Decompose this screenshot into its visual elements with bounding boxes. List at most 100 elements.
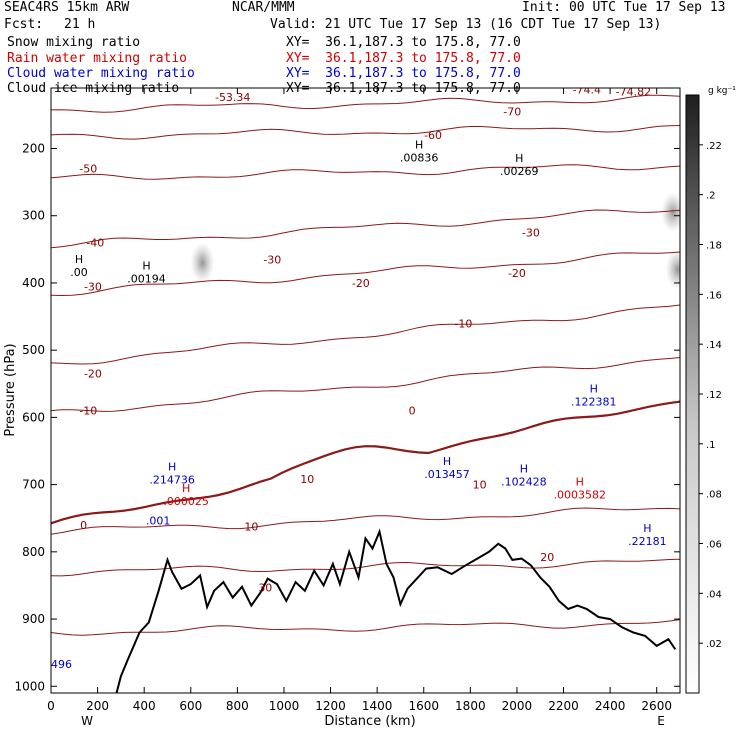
field-name-snow: Snow mixing ratio [7, 35, 141, 50]
isotherm-20 [51, 558, 680, 577]
colorbar-tick-label-9: .2 [706, 191, 716, 202]
y-tick-label-500: 500 [22, 343, 45, 357]
init-time: Init: 00 UTC Tue 17 Sep 13 [522, 0, 726, 15]
extremum-mark-12: H [643, 522, 651, 535]
isotherm-10 [51, 507, 680, 535]
extremum-value-11: .001 [146, 515, 171, 528]
x-tick-label-1000: 1000 [269, 699, 300, 713]
y-tick-label-300: 300 [22, 209, 45, 223]
contour-label-7: -30 [522, 227, 540, 240]
valid-time: Valid: 21 UTC Tue 17 Sep 13 (16 CDT Tue … [270, 17, 662, 32]
colorbar-tick-label-6: .14 [706, 340, 722, 351]
extremum-value-12: .22181 [628, 535, 667, 548]
isotherm--40 [51, 209, 680, 249]
colorbar-tick-label-8: .18 [706, 241, 722, 252]
field-name-rain: Rain water mixing ratio [7, 51, 188, 66]
x-tick-label-1600: 1600 [408, 699, 439, 713]
shaded-feature-2 [665, 249, 680, 290]
contour-label-2: -70 [503, 106, 521, 119]
contour-label-3: -60 [424, 129, 442, 142]
colorbar: .02 .04 .06 .08 .1 .12 .14 .16 .18 .2 .22 [685, 94, 722, 694]
model-title: SEAC4RS 15km ARW [4, 0, 130, 15]
contour-label-14: 0 [409, 405, 416, 418]
plot-frame [50, 87, 681, 694]
extremum-mark-8: H [520, 463, 528, 476]
extremum-mark-9: H [576, 475, 584, 488]
isotherm--20 [51, 304, 680, 365]
extremum-mark-1: H [415, 139, 423, 152]
extremum-mark-7: H [443, 455, 451, 468]
x-tick-label-2400: 2400 [595, 699, 626, 713]
extremum-value-10: .000025 [163, 495, 209, 508]
contour-label-6: -30 [263, 253, 281, 266]
y-tick-label-1000: 1000 [14, 679, 45, 693]
extremum-mark-0: H [229, 78, 237, 91]
contour-label-16: 10 [473, 479, 487, 492]
x-tick-label-1800: 1800 [455, 699, 486, 713]
extremum-mark-2: H [515, 152, 523, 165]
colorbar-tick-label-4: .1 [706, 440, 716, 451]
y-tick-label-700: 700 [22, 478, 45, 492]
x-tick-label-400: 400 [133, 699, 156, 713]
forecast-hours: 21 h [64, 17, 96, 32]
y-tick-label-900: 900 [22, 612, 45, 626]
colorbar-ramp [685, 94, 700, 694]
field-xy-rain: XY= 36.1,187.3 to 175.8, 77.0 [286, 51, 521, 66]
contour-label-11: -20 [84, 368, 102, 381]
shaded-feature-1 [661, 192, 680, 233]
isotherm--50 [51, 164, 680, 180]
contour-label-1: -74.82 [616, 85, 651, 98]
extremum-value-4: .00194 [127, 273, 166, 286]
organization-label: NCAR/MMM [232, 0, 295, 15]
terrain-line [115, 528, 677, 693]
plot-area: -74.4 -74.82 -70 -60 -50 -40 -30 -30 -30 -20 -20 -2… [44, 78, 680, 693]
contour-label-0: -74.4 [573, 83, 601, 96]
extremum-mark-3: H [75, 253, 83, 266]
extremum-value-6: .214736 [149, 474, 195, 487]
contour-label-5: -40 [86, 237, 104, 250]
contour-label-13: -10 [79, 405, 97, 418]
contour-label-18: 10 [244, 520, 258, 533]
extremum-value-13: 5496 [44, 658, 72, 671]
y-tick-label-800: 800 [22, 545, 45, 559]
contour-label-15: 0 [80, 519, 87, 532]
x-tick-label-0: 0 [47, 699, 55, 713]
isotherm-30 [51, 619, 680, 636]
isotherm--10 [51, 357, 680, 412]
x-tick-label-2200: 2200 [548, 699, 579, 713]
contour-label-17: 10 [300, 473, 314, 486]
x-axis-title: Distance (km) [324, 714, 415, 729]
field-xy-cloud-ice: XY= 36.1,187.3 to 175.8, 77.0 [286, 81, 521, 96]
contour-label-19: 20 [540, 551, 554, 564]
colorbar-tick-label-1: .04 [706, 589, 722, 600]
extremum-value-0: -53.34 [215, 91, 250, 104]
x-tick-label-1200: 1200 [315, 699, 346, 713]
extremum-mark-10: H [182, 482, 190, 495]
forecast-label: Fcst: [4, 17, 44, 32]
extremum-value-3: .00 [70, 266, 88, 279]
extremum-mark-5: H [590, 383, 598, 396]
extremum-value-1: .00836 [400, 152, 439, 165]
extremum-value-7: .013457 [424, 468, 470, 481]
extremum-mark-4: H [142, 260, 150, 273]
x-end-label-west: W [81, 714, 93, 728]
y-tick-label-200: 200 [22, 142, 45, 156]
x-tick-label-2000: 2000 [502, 699, 533, 713]
y-tick-label-400: 400 [22, 276, 45, 290]
y-tick-label-600: 600 [22, 410, 45, 424]
x-end-label-east: E [657, 714, 665, 728]
colorbar-tick-label-5: .12 [706, 390, 722, 401]
contour-label-9: -20 [352, 277, 370, 290]
contour-label-12: -10 [454, 317, 472, 330]
isotherm--60 [51, 125, 680, 140]
colorbar-tick-label-10: .22 [706, 141, 722, 152]
contour-label-20: 30 [258, 581, 272, 594]
axes: 0 200 400 600 800 1000 1200 1400 1600 1800 2000 220… [14, 88, 680, 713]
x-tick-label-800: 800 [226, 699, 249, 713]
field-name-cloud-water: Cloud water mixing ratio [7, 66, 195, 81]
extremum-value-9: .0003582 [554, 488, 607, 501]
y-axis-title: Pressure (hPa) [3, 343, 18, 436]
x-tick-label-200: 200 [86, 699, 109, 713]
contour-label-8: -30 [84, 280, 102, 293]
